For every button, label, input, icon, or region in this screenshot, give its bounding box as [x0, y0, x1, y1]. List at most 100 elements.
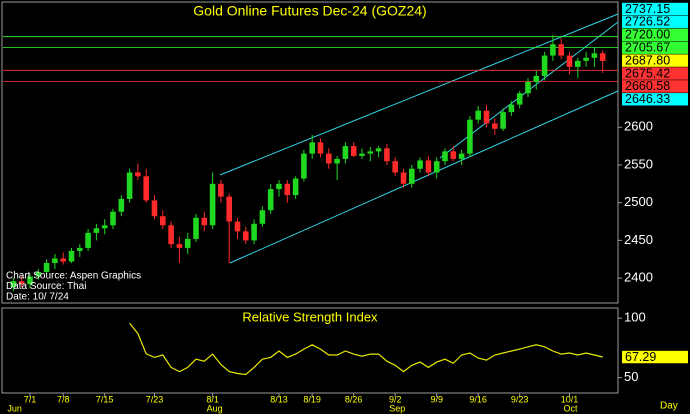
candle-body — [176, 244, 183, 248]
x-tick-label: 10/1 — [561, 394, 579, 404]
price-tag-label: 2720.00 — [625, 28, 670, 42]
candle-body — [367, 151, 374, 154]
candle-body — [317, 142, 324, 154]
candle-body — [384, 148, 390, 162]
annotation: Chart Source: Aspen Graphics — [6, 271, 141, 282]
month-label: Aug — [207, 403, 223, 413]
rsi-line — [129, 322, 603, 376]
candle-body — [541, 55, 548, 76]
candle-body — [326, 153, 332, 164]
candle-body — [118, 198, 125, 212]
price-tag — [622, 67, 688, 80]
candle-body — [209, 183, 216, 226]
candle-body — [110, 211, 116, 226]
x-tick-label: 7/15 — [96, 394, 114, 404]
candle-body — [525, 81, 531, 94]
x-tick-label: 8/19 — [303, 394, 321, 404]
x-tick-label: 8/26 — [345, 394, 363, 404]
candle-body — [566, 55, 573, 67]
candle-body — [516, 93, 523, 105]
candle-body — [218, 183, 224, 197]
annotation: Data Source: Thai — [6, 281, 86, 292]
candle-body — [267, 189, 274, 211]
marks — [3, 35, 618, 376]
price-tag-label: 67.29 — [625, 350, 656, 364]
channel-line — [219, 13, 619, 176]
annotation: Date: 10/ 7/24 — [6, 292, 69, 303]
month-label: Jun — [7, 403, 22, 413]
candle-body — [143, 176, 149, 201]
price-tag — [622, 350, 688, 364]
candle-body — [292, 178, 299, 196]
chart-title: Gold Online Futures Dec-24 (GOZ24) — [193, 3, 426, 19]
price-tag-label: 2660.58 — [625, 79, 670, 93]
price-tag — [622, 2, 688, 16]
candle-body — [18, 281, 25, 285]
price-tag-label: 2726.52 — [625, 15, 670, 29]
candle-body — [309, 142, 315, 154]
candle-body — [433, 161, 440, 173]
price-tag-label: 2646.33 — [625, 92, 670, 106]
candle-body — [375, 148, 382, 152]
rsi-title: Relative Strength Index — [242, 309, 378, 324]
candle-body — [533, 75, 540, 82]
x-unit: Day — [660, 401, 678, 412]
candle-body — [508, 104, 515, 113]
candle-body — [126, 172, 133, 199]
candle-body — [350, 146, 357, 156]
x-tick-label: 9/23 — [511, 394, 529, 404]
candle-body — [168, 225, 174, 245]
candle-body — [492, 123, 498, 129]
y-tick-label: 2550 — [624, 156, 653, 171]
candle-body — [276, 183, 282, 190]
candle-body — [558, 44, 564, 56]
price-tag — [622, 80, 688, 93]
candle-body — [60, 258, 66, 262]
price-tag — [622, 41, 688, 54]
candle-body — [35, 272, 42, 277]
y-tick-label: 50 — [624, 369, 638, 384]
y-tick-label: 100 — [624, 310, 646, 325]
candle-body — [550, 44, 556, 56]
candle-body — [68, 250, 75, 262]
candle-body — [359, 153, 365, 156]
candle-body — [10, 281, 17, 288]
candle-body — [184, 238, 191, 248]
price-panel — [1, 1, 619, 304]
price-tag — [622, 15, 688, 29]
month-label: Sep — [389, 403, 405, 413]
candle-body — [77, 247, 83, 251]
channel-line — [229, 90, 619, 264]
price-tag-label: 2705.67 — [625, 40, 670, 54]
candle-body — [475, 110, 481, 120]
candle-body — [458, 153, 465, 159]
candle-body — [500, 112, 506, 129]
x-tick-label: 7/8 — [57, 394, 70, 404]
rsi-panel — [1, 307, 619, 394]
price-tag — [622, 28, 688, 41]
candle-body — [135, 172, 141, 177]
candle-body — [93, 228, 100, 233]
candle-body — [234, 221, 241, 232]
x-tick-label: 7/23 — [146, 394, 164, 404]
candle-body — [442, 151, 448, 162]
price-tag-label: 2737.15 — [625, 2, 670, 16]
candle-body — [599, 53, 606, 61]
y-tick-label: 2450 — [624, 232, 653, 247]
x-tick-label: 7/1 — [24, 394, 37, 404]
candle-body — [591, 53, 598, 58]
month-label: Oct — [564, 403, 579, 413]
x-tick-label: 8/1 — [206, 394, 219, 404]
y-tick-label: 2500 — [624, 194, 653, 209]
price-tag-label: 2675.42 — [625, 66, 670, 80]
candle-body — [85, 232, 91, 248]
candle-body — [400, 172, 407, 184]
candle-body — [193, 217, 199, 239]
candle-body — [201, 217, 208, 226]
x-tick-label: 9/9 — [430, 394, 443, 404]
x-tick-label: 9/2 — [389, 394, 402, 404]
candle-body — [27, 276, 33, 285]
candle-body — [52, 258, 58, 264]
